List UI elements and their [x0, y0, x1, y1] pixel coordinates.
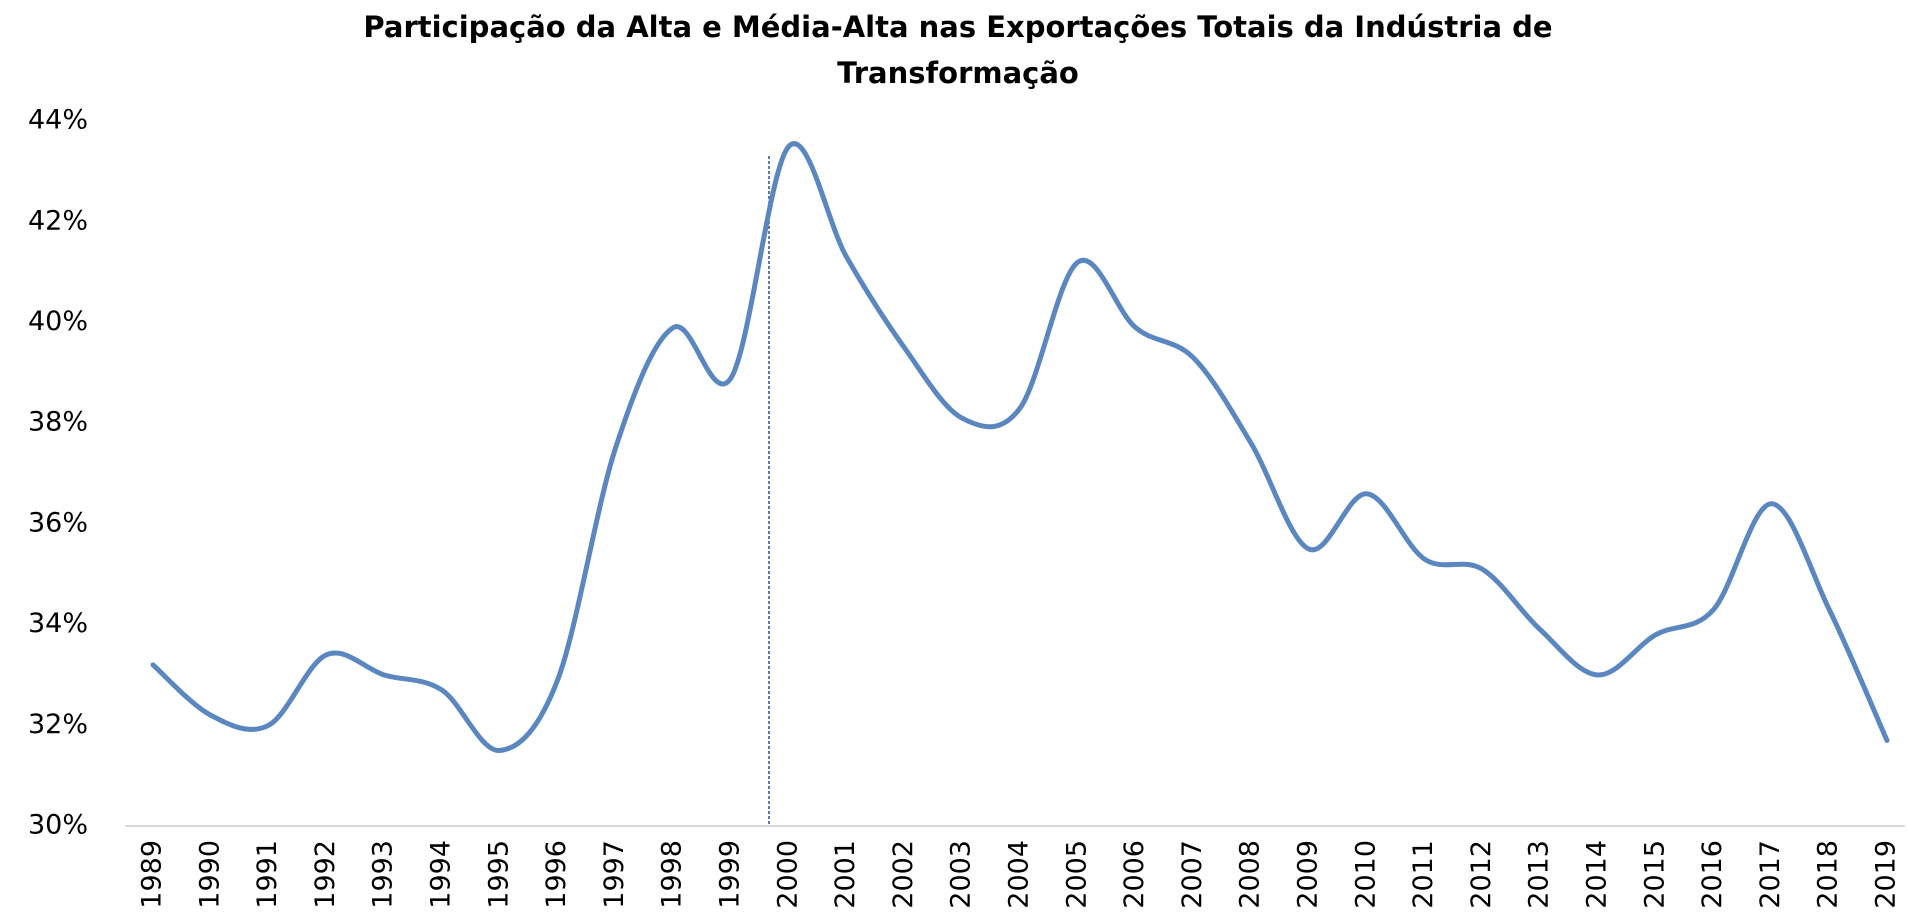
x-tick-label: 2016 — [1697, 840, 1728, 909]
x-tick-label: 1996 — [541, 840, 572, 909]
x-tick-label: 2004 — [1004, 840, 1035, 909]
x-tick-label: 1994 — [426, 840, 457, 909]
x-tick-label: 2010 — [1350, 840, 1381, 909]
x-tick-label: 2003 — [946, 840, 977, 909]
chart-title: Participação da Alta e Média-Alta nas Ex… — [363, 10, 1553, 90]
x-tick-label: 2005 — [1061, 840, 1092, 909]
line — [150, 141, 1890, 753]
x-tick-label: 2012 — [1466, 840, 1497, 909]
x-tick-label: 2000 — [772, 840, 803, 909]
x-tick-label: 1998 — [657, 840, 688, 909]
x-tick-label: 2013 — [1524, 840, 1555, 909]
y-tick-label: 36% — [28, 507, 88, 538]
x-tick-label: 1992 — [310, 840, 341, 909]
x-tick-label: 1991 — [252, 840, 283, 909]
x-tick-label: 2007 — [1177, 840, 1208, 909]
y-tick-label: 32% — [28, 709, 88, 740]
x-tick-label: 2018 — [1813, 840, 1844, 909]
x-tick-label: 2002 — [888, 840, 919, 909]
x-tick-label: 1995 — [483, 840, 514, 909]
x-tick-label: 1997 — [599, 840, 630, 909]
x-tick-label: 2011 — [1408, 840, 1439, 909]
x-tick-label: 1989 — [137, 840, 168, 909]
y-tick-label: 30% — [28, 810, 88, 841]
y-tick-label: 44% — [28, 105, 88, 136]
x-tick-label: 2017 — [1755, 840, 1786, 909]
x-tick-label: 2009 — [1293, 840, 1324, 909]
x-tick-label: 2006 — [1119, 840, 1150, 909]
x-tick-label: 2014 — [1582, 840, 1613, 909]
x-tick-label: 2008 — [1235, 840, 1266, 909]
x-tick-label: 2001 — [830, 840, 861, 909]
x-tick-label: 1993 — [368, 840, 399, 909]
x-tick-label: 1999 — [715, 840, 746, 909]
y-tick-label: 42% — [28, 205, 88, 236]
x-tick-label: 1990 — [194, 840, 225, 909]
y-tick-label: 38% — [28, 407, 88, 438]
y-tick-label: 40% — [28, 306, 88, 337]
x-tick-label: 2015 — [1639, 840, 1670, 909]
y-tick-label: 34% — [28, 608, 88, 639]
x-tick-label: 2019 — [1871, 840, 1902, 909]
